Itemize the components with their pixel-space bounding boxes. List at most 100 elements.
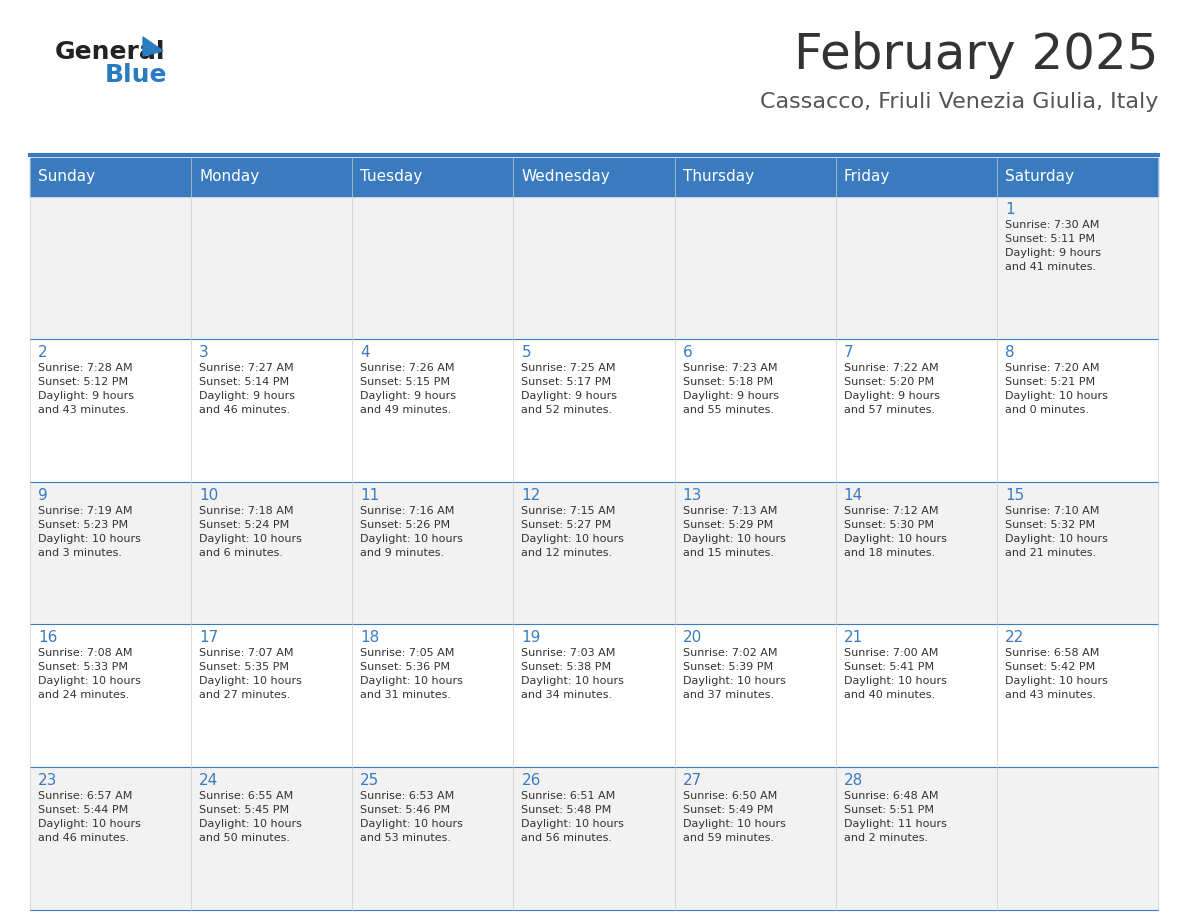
Text: 15: 15 bbox=[1005, 487, 1024, 502]
Text: Daylight: 10 hours: Daylight: 10 hours bbox=[522, 533, 625, 543]
Text: Sunrise: 6:51 AM: Sunrise: 6:51 AM bbox=[522, 791, 615, 801]
Text: 11: 11 bbox=[360, 487, 379, 502]
Text: Daylight: 10 hours: Daylight: 10 hours bbox=[360, 819, 463, 829]
Text: Sunrise: 7:07 AM: Sunrise: 7:07 AM bbox=[200, 648, 293, 658]
Text: Daylight: 10 hours: Daylight: 10 hours bbox=[843, 677, 947, 687]
Text: Daylight: 9 hours: Daylight: 9 hours bbox=[683, 391, 778, 401]
Text: Sunrise: 6:48 AM: Sunrise: 6:48 AM bbox=[843, 791, 939, 801]
Text: 22: 22 bbox=[1005, 631, 1024, 645]
Bar bbox=[30, 196, 1158, 339]
Text: and 50 minutes.: and 50 minutes. bbox=[200, 834, 290, 844]
Text: Sunrise: 6:58 AM: Sunrise: 6:58 AM bbox=[1005, 648, 1099, 658]
Text: 27: 27 bbox=[683, 773, 702, 789]
Text: Sunset: 5:48 PM: Sunset: 5:48 PM bbox=[522, 805, 612, 815]
Text: Sunset: 5:44 PM: Sunset: 5:44 PM bbox=[38, 805, 128, 815]
Text: Blue: Blue bbox=[105, 63, 168, 87]
Text: 23: 23 bbox=[38, 773, 57, 789]
Text: Daylight: 10 hours: Daylight: 10 hours bbox=[522, 677, 625, 687]
Text: Sunset: 5:41 PM: Sunset: 5:41 PM bbox=[843, 663, 934, 672]
Text: and 43 minutes.: and 43 minutes. bbox=[1005, 690, 1097, 700]
Text: Daylight: 10 hours: Daylight: 10 hours bbox=[360, 677, 463, 687]
Text: Sunrise: 6:55 AM: Sunrise: 6:55 AM bbox=[200, 791, 293, 801]
Text: and 57 minutes.: and 57 minutes. bbox=[843, 405, 935, 415]
Text: Daylight: 10 hours: Daylight: 10 hours bbox=[200, 677, 302, 687]
Text: Sunrise: 7:20 AM: Sunrise: 7:20 AM bbox=[1005, 363, 1099, 373]
Text: and 40 minutes.: and 40 minutes. bbox=[843, 690, 935, 700]
Text: Sunset: 5:30 PM: Sunset: 5:30 PM bbox=[843, 520, 934, 530]
Text: General: General bbox=[55, 40, 165, 64]
Text: and 24 minutes.: and 24 minutes. bbox=[38, 690, 129, 700]
Text: Sunset: 5:17 PM: Sunset: 5:17 PM bbox=[522, 376, 612, 386]
Text: Sunset: 5:15 PM: Sunset: 5:15 PM bbox=[360, 376, 450, 386]
Text: Sunset: 5:46 PM: Sunset: 5:46 PM bbox=[360, 805, 450, 815]
Text: Daylight: 9 hours: Daylight: 9 hours bbox=[843, 391, 940, 401]
Text: and 0 minutes.: and 0 minutes. bbox=[1005, 405, 1089, 415]
Text: Sunrise: 7:00 AM: Sunrise: 7:00 AM bbox=[843, 648, 939, 658]
Text: Daylight: 10 hours: Daylight: 10 hours bbox=[38, 533, 141, 543]
Text: 8: 8 bbox=[1005, 345, 1015, 360]
Text: 21: 21 bbox=[843, 631, 862, 645]
Text: 18: 18 bbox=[360, 631, 379, 645]
Text: Daylight: 10 hours: Daylight: 10 hours bbox=[200, 819, 302, 829]
Text: Daylight: 10 hours: Daylight: 10 hours bbox=[38, 819, 141, 829]
Text: and 3 minutes.: and 3 minutes. bbox=[38, 548, 122, 557]
Text: Sunrise: 7:13 AM: Sunrise: 7:13 AM bbox=[683, 506, 777, 516]
Text: Sunrise: 6:50 AM: Sunrise: 6:50 AM bbox=[683, 791, 777, 801]
Text: and 6 minutes.: and 6 minutes. bbox=[200, 548, 283, 557]
Text: and 53 minutes.: and 53 minutes. bbox=[360, 834, 451, 844]
Text: Sunrise: 7:23 AM: Sunrise: 7:23 AM bbox=[683, 363, 777, 373]
Text: Sunrise: 7:18 AM: Sunrise: 7:18 AM bbox=[200, 506, 293, 516]
Text: and 46 minutes.: and 46 minutes. bbox=[200, 405, 290, 415]
Text: Sunrise: 7:27 AM: Sunrise: 7:27 AM bbox=[200, 363, 293, 373]
Text: 16: 16 bbox=[38, 631, 57, 645]
Text: Saturday: Saturday bbox=[1005, 170, 1074, 185]
Text: Sunset: 5:29 PM: Sunset: 5:29 PM bbox=[683, 520, 773, 530]
Text: and 18 minutes.: and 18 minutes. bbox=[843, 548, 935, 557]
Text: Cassacco, Friuli Venezia Giulia, Italy: Cassacco, Friuli Venezia Giulia, Italy bbox=[759, 92, 1158, 112]
Text: Daylight: 10 hours: Daylight: 10 hours bbox=[360, 533, 463, 543]
Text: and 49 minutes.: and 49 minutes. bbox=[360, 405, 451, 415]
Text: Daylight: 10 hours: Daylight: 10 hours bbox=[683, 819, 785, 829]
Text: Wednesday: Wednesday bbox=[522, 170, 611, 185]
Text: Sunrise: 7:22 AM: Sunrise: 7:22 AM bbox=[843, 363, 939, 373]
Text: and 56 minutes.: and 56 minutes. bbox=[522, 834, 613, 844]
Text: and 21 minutes.: and 21 minutes. bbox=[1005, 548, 1097, 557]
Text: Sunrise: 7:28 AM: Sunrise: 7:28 AM bbox=[38, 363, 133, 373]
Text: Sunrise: 7:12 AM: Sunrise: 7:12 AM bbox=[843, 506, 939, 516]
Bar bbox=[30, 482, 1158, 624]
Text: Sunset: 5:42 PM: Sunset: 5:42 PM bbox=[1005, 663, 1095, 672]
Text: Sunset: 5:23 PM: Sunset: 5:23 PM bbox=[38, 520, 128, 530]
Text: 9: 9 bbox=[38, 487, 48, 502]
Text: Sunset: 5:35 PM: Sunset: 5:35 PM bbox=[200, 663, 289, 672]
Text: 26: 26 bbox=[522, 773, 541, 789]
Text: 25: 25 bbox=[360, 773, 379, 789]
Text: Daylight: 10 hours: Daylight: 10 hours bbox=[1005, 677, 1107, 687]
Text: Daylight: 10 hours: Daylight: 10 hours bbox=[200, 533, 302, 543]
Text: and 2 minutes.: and 2 minutes. bbox=[843, 834, 928, 844]
Text: 5: 5 bbox=[522, 345, 531, 360]
Text: Sunset: 5:36 PM: Sunset: 5:36 PM bbox=[360, 663, 450, 672]
Text: Sunrise: 7:15 AM: Sunrise: 7:15 AM bbox=[522, 506, 615, 516]
Text: Sunset: 5:49 PM: Sunset: 5:49 PM bbox=[683, 805, 773, 815]
Text: Daylight: 10 hours: Daylight: 10 hours bbox=[683, 677, 785, 687]
Text: Sunrise: 7:16 AM: Sunrise: 7:16 AM bbox=[360, 506, 455, 516]
Text: 12: 12 bbox=[522, 487, 541, 502]
Text: and 31 minutes.: and 31 minutes. bbox=[360, 690, 451, 700]
Text: Sunset: 5:27 PM: Sunset: 5:27 PM bbox=[522, 520, 612, 530]
Text: and 43 minutes.: and 43 minutes. bbox=[38, 405, 129, 415]
Bar bbox=[30, 624, 1158, 767]
Text: Daylight: 11 hours: Daylight: 11 hours bbox=[843, 819, 947, 829]
Text: Daylight: 10 hours: Daylight: 10 hours bbox=[1005, 533, 1107, 543]
Text: Sunrise: 7:03 AM: Sunrise: 7:03 AM bbox=[522, 648, 615, 658]
Bar bbox=[30, 158, 1158, 196]
Text: Sunset: 5:11 PM: Sunset: 5:11 PM bbox=[1005, 234, 1095, 244]
Text: Sunrise: 7:19 AM: Sunrise: 7:19 AM bbox=[38, 506, 133, 516]
Text: Sunset: 5:21 PM: Sunset: 5:21 PM bbox=[1005, 376, 1095, 386]
Text: Sunset: 5:51 PM: Sunset: 5:51 PM bbox=[843, 805, 934, 815]
Text: Sunset: 5:38 PM: Sunset: 5:38 PM bbox=[522, 663, 612, 672]
Text: Daylight: 10 hours: Daylight: 10 hours bbox=[843, 533, 947, 543]
Text: Daylight: 9 hours: Daylight: 9 hours bbox=[38, 391, 134, 401]
Text: 14: 14 bbox=[843, 487, 862, 502]
Text: 20: 20 bbox=[683, 631, 702, 645]
Text: and 27 minutes.: and 27 minutes. bbox=[200, 690, 290, 700]
